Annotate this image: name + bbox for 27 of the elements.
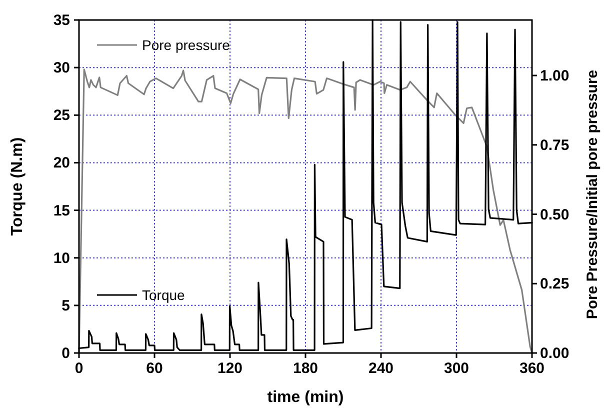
- y-tick-label: 35: [53, 12, 70, 29]
- x-tick-label: 180: [292, 360, 318, 377]
- y-tick-label: 10: [53, 250, 70, 267]
- y2-tick-label: 1.00: [540, 68, 570, 84]
- y-tick-label: 20: [53, 154, 70, 172]
- y-tick-label: 30: [53, 60, 70, 77]
- legend-label: Pore pressure: [142, 37, 230, 53]
- y-tick-label: 25: [53, 107, 70, 124]
- line-series: [78, 68, 533, 354]
- x-tick-label: 60: [146, 360, 163, 377]
- x-tick-label: 240: [368, 360, 394, 377]
- x-tick-label: 120: [217, 360, 243, 377]
- y-axis-title: Torque (N.m): [9, 137, 26, 236]
- y2-axis-title: Pore Pressure/Initial pore pressure: [584, 70, 601, 320]
- y2-tick-label: 0.25: [540, 276, 570, 293]
- y2-tick-label: 0.00: [540, 345, 570, 362]
- y2-tick-label: 0.75: [540, 136, 570, 154]
- line-series: [78, 19, 533, 351]
- y-tick-label: 0: [62, 345, 70, 362]
- x-tick-label: 0: [74, 360, 84, 377]
- y2-tick-label: 0.50: [540, 206, 570, 224]
- x-tick-label: 300: [444, 360, 470, 377]
- legend-label: Torque: [142, 287, 186, 303]
- x-tick-label: 360: [519, 360, 545, 377]
- y-tick-label: 5: [62, 297, 70, 314]
- x-axis-title: time (min): [267, 389, 344, 406]
- y-tick-label: 15: [53, 202, 70, 220]
